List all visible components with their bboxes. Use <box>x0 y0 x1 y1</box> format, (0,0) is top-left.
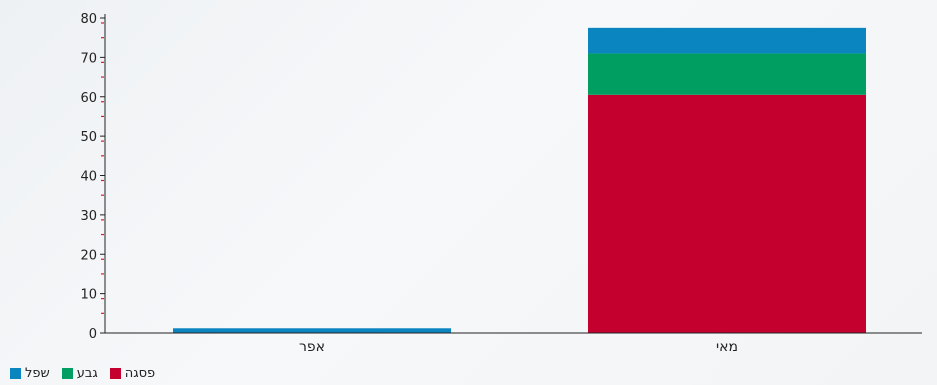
y-tick-label: 10 <box>80 288 97 303</box>
legend-item: פסגה <box>109 365 156 381</box>
labels-layer: 0 10 20 30 40 50 60 70 80 אפר מאי <box>80 12 738 355</box>
x-tick-label: מאי <box>716 339 738 355</box>
y-tick-label: 20 <box>80 248 97 263</box>
legend-label: שפל <box>25 365 50 381</box>
x-tick-label: אפר <box>299 339 325 355</box>
bar-segment-1-0 <box>588 94 866 333</box>
chart-legend: שפל גבע פסגה <box>10 364 155 382</box>
y-tick-label: 80 <box>80 12 97 27</box>
y-tick-label: 70 <box>80 51 97 66</box>
y-tick-label: 0 <box>89 327 97 342</box>
y-tick-label: 40 <box>80 170 97 185</box>
bar-segment-1-2 <box>588 27 866 54</box>
legend-item: שפל <box>10 366 50 381</box>
legend-item: גבע <box>61 365 98 381</box>
legend-swatch <box>61 367 73 379</box>
y-tick-label: 50 <box>80 130 97 145</box>
stacked-bar-chart: 0 10 20 30 40 50 60 70 80 אפר מאי <box>80 12 922 355</box>
legend-label: גבע <box>76 365 98 381</box>
legend-swatch <box>10 367 21 379</box>
bars-layer <box>173 27 866 333</box>
legend-swatch <box>109 367 121 379</box>
legend-label: פסגה <box>124 365 156 381</box>
axes-layer <box>100 14 922 334</box>
y-tick-label: 30 <box>80 209 97 224</box>
bar-segment-1-1 <box>588 53 866 95</box>
y-tick-label: 60 <box>80 91 97 106</box>
bar-segment-0-2 <box>173 328 451 333</box>
